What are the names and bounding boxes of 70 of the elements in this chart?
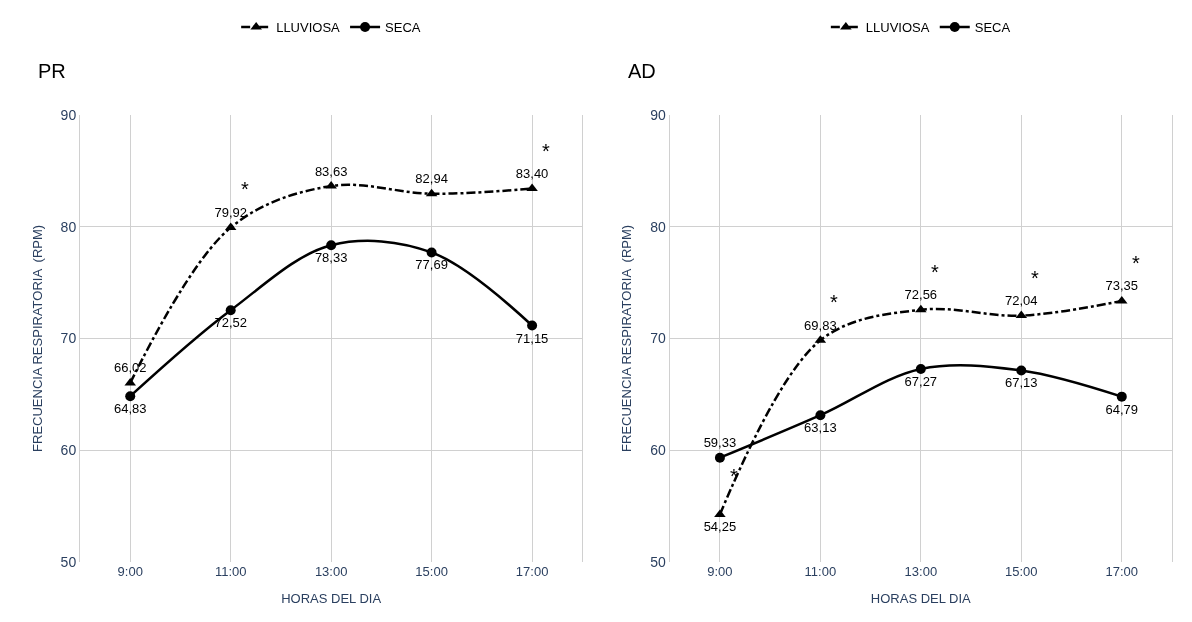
point — [326, 240, 337, 251]
annotation: * — [830, 291, 838, 313]
data-label: 66,02 — [113, 360, 147, 376]
y-tick-label: 80 — [650, 218, 667, 235]
x-tick-label: 15:00 — [1005, 564, 1038, 579]
data-label: 78,33 — [314, 250, 348, 266]
x-tick-label: 17:00 — [1105, 564, 1139, 579]
annotation: * — [241, 178, 249, 200]
x-tick-label: 13:00 — [314, 564, 348, 579]
x-tick-label: 9:00 — [117, 564, 143, 579]
annotation: * — [1132, 252, 1140, 274]
point — [1016, 365, 1027, 376]
y-tick-label: 60 — [60, 442, 77, 459]
legend-label: SECA — [385, 20, 421, 36]
point — [125, 391, 136, 402]
point — [915, 304, 927, 313]
data-label: 67,27 — [904, 373, 938, 389]
legend-label: LLUVIOSA — [865, 20, 930, 36]
x-tick-label: 11:00 — [804, 564, 837, 579]
point — [426, 247, 437, 258]
data-label: 72,04 — [1005, 293, 1038, 309]
data-label: 71,15 — [515, 330, 549, 346]
x-axis-title: HORAS DEL DIA — [281, 590, 382, 606]
y-tick-label: 70 — [60, 330, 77, 347]
y-axis-title: FRECUENCIA RESPIRATORIA (RPM) — [619, 224, 635, 452]
point — [124, 377, 136, 386]
x-tick-label: 13:00 — [904, 564, 938, 579]
y-tick-label: 90 — [60, 106, 77, 123]
y-tick-label: 50 — [650, 553, 667, 570]
legend-label: LLUVIOSA — [276, 20, 341, 36]
data-label: 77,69 — [415, 257, 448, 273]
chart-title: AD — [628, 60, 656, 82]
y-tick-label: 90 — [650, 106, 667, 123]
data-label: 82,94 — [415, 171, 448, 187]
x-axis-title: HORAS DEL DIA — [870, 590, 972, 606]
data-label: 79,92 — [214, 204, 247, 220]
data-label: 83,63 — [314, 163, 348, 179]
point — [714, 452, 725, 463]
y-tick-label: 70 — [650, 330, 667, 347]
data-label: 83,40 — [515, 166, 549, 182]
y-axis-title: FRECUENCIA RESPIRATORIA (RPM) — [29, 224, 45, 452]
data-label: 69,83 — [804, 317, 837, 333]
y-tick-label: 50 — [60, 553, 77, 570]
data-label: 64,83 — [113, 401, 147, 417]
y-tick-label: 60 — [650, 442, 667, 459]
point — [225, 305, 236, 316]
data-label: 64,79 — [1105, 401, 1139, 417]
x-tick-label: 17:00 — [515, 564, 549, 579]
point — [527, 320, 538, 331]
point — [526, 183, 538, 192]
annotation: * — [730, 465, 738, 487]
chart-title: PR — [38, 60, 66, 82]
point — [815, 410, 826, 421]
data-label: 67,13 — [1005, 375, 1038, 391]
point — [1116, 391, 1127, 402]
point — [915, 363, 926, 374]
data-label: 72,52 — [214, 315, 247, 331]
annotation: * — [542, 140, 550, 162]
x-tick-label: 9:00 — [707, 564, 733, 579]
data-label: 73,35 — [1105, 278, 1139, 294]
data-label: 59,33 — [703, 435, 737, 451]
data-label: 72,56 — [904, 287, 938, 303]
annotation: * — [1031, 267, 1039, 289]
x-tick-label: 15:00 — [415, 564, 448, 579]
annotation: * — [931, 261, 939, 283]
legend-label: SECA — [974, 20, 1011, 36]
data-label: 54,25 — [703, 519, 737, 535]
x-tick-label: 11:00 — [214, 564, 247, 579]
data-label: 63,13 — [804, 420, 837, 436]
y-tick-label: 80 — [60, 218, 77, 235]
